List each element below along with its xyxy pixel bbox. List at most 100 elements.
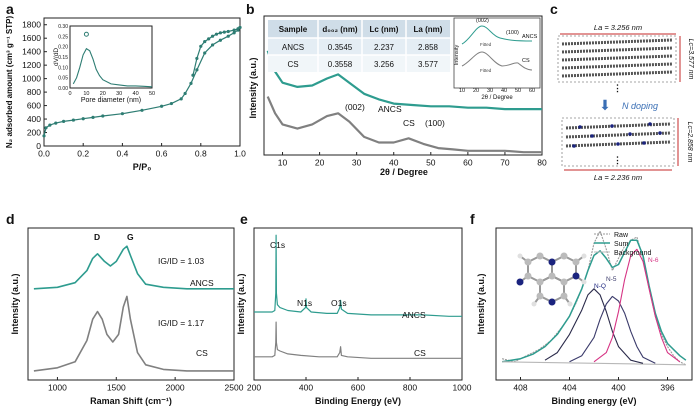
b-x-tick-label: 80 (537, 158, 547, 168)
panel-e-label: e (240, 211, 248, 227)
panel-c-top-box (557, 35, 677, 83)
panel-b-xlabel: 2θ / Degree (380, 167, 428, 177)
a-data-point (91, 115, 95, 119)
legend-label-raw: Raw (614, 232, 629, 239)
panel-b-inset-frame (453, 17, 541, 89)
f-x-tick-label: 404 (562, 383, 576, 393)
a-data-point (218, 38, 222, 42)
panel-c: c La = 3.256 nm ⋮ Lc=3.577 nm ⬇ N doping… (550, 1, 694, 182)
a-data-point (81, 117, 85, 121)
a-data-point (179, 97, 183, 101)
inset-label: (002) (476, 18, 489, 24)
f-series-n-5 (569, 295, 656, 364)
b-series-ancs (266, 50, 542, 111)
a-data-point (222, 30, 226, 34)
panel-f: f 408 404 400 396 Binding energy (eV) Inten… (470, 211, 693, 406)
panel-d-xlabel: Raman Shift (cm⁻¹) (90, 396, 172, 406)
table-row-bg (268, 38, 450, 55)
a-inset-line (72, 47, 153, 88)
panel-a-plot-frame (43, 17, 241, 147)
panel-f-plot-frame (495, 227, 693, 381)
table-cell: CS (287, 60, 298, 69)
panel-e: e 200 400 600 800 1000 Binding Energy (eV) I… (236, 211, 472, 406)
panel-b-x-ticks: 10 20 30 40 50 60 70 80 (278, 152, 547, 168)
panel-c-doping-label: N doping (622, 101, 658, 111)
b-inset-x-tick-label: 30 (487, 88, 493, 94)
panel-e-peak-c1s: C1s (270, 240, 285, 250)
a-data-point (140, 108, 144, 112)
panel-a-inset-ylabel: dV/dD (53, 48, 60, 66)
a-data-point (203, 51, 207, 55)
panel-b-inset-x-ticks: 10 20 30 40 50 60 (459, 88, 535, 94)
panel-a-series (42, 25, 242, 138)
a-data-point (71, 118, 75, 122)
panel-a-label: a (6, 1, 14, 17)
f-series-n-6 (593, 248, 681, 363)
b-x-tick-label: 30 (352, 158, 362, 168)
a-x-tick-label: 0.8 (195, 149, 207, 159)
a-inset-y-tick-label: 0.10 (58, 65, 68, 71)
a-data-point (218, 31, 222, 35)
a-data-point (210, 43, 215, 47)
a-data-point (44, 126, 48, 130)
d-x-tick-label: 2500 (225, 383, 244, 393)
a-inset-x-tick-label: 40 (133, 91, 139, 97)
table-header-cell: Lc (nm) (370, 25, 399, 34)
inset-label: Fitted (480, 42, 492, 47)
a-data-point (199, 44, 203, 48)
panel-c-dots: ⋮ (613, 83, 622, 93)
panel-f-x-ticks: 408 404 400 396 (513, 377, 675, 393)
e-series-ancs (254, 234, 462, 317)
panel-d-band-d: D (94, 232, 100, 242)
a-x-tick-label: 0.0 (38, 149, 50, 159)
panel-f-series (501, 230, 687, 366)
table-header-cell: La (nm) (414, 25, 443, 34)
a-y-tick-label: 200 (27, 128, 41, 138)
a-data-point (54, 121, 58, 125)
b-inset-x-tick-label: 60 (529, 88, 535, 94)
panel-f-xlabel: Binding energy (eV) (551, 396, 636, 406)
a-data-point (207, 37, 211, 41)
a-data-point (62, 119, 66, 124)
b-inset-x-tick-label: 40 (501, 88, 507, 94)
f-series-sum (501, 239, 687, 363)
table-header-cell: d₀₀₂ (nm) (322, 25, 358, 34)
panel-b-label: b (246, 1, 255, 17)
panel-b-inset-xlabel: 2θ / Degree (481, 95, 513, 101)
panel-b-series-cs-label: CS (403, 118, 415, 128)
panel-c-bottom-layers (565, 122, 671, 148)
panel-d-ylabel: Intensity (a.u.) (10, 273, 20, 334)
a-y-tick-label: 800 (27, 87, 41, 97)
b-x-tick-label: 50 (426, 158, 436, 168)
b-inset-x-tick-label: 20 (473, 88, 479, 94)
f-x-tick-label: 400 (611, 383, 625, 393)
panel-b-table: Sample d₀₀₂ (nm) Lc (nm) La (nm) ANCS 0.… (268, 20, 450, 72)
panel-c-bottom-box (561, 117, 675, 167)
d-series-cs (33, 295, 234, 372)
f-series-raw (501, 230, 687, 366)
panel-d-series-cs-label: CS (196, 348, 208, 358)
table-header-bg (268, 20, 450, 38)
table-cell: 2.858 (418, 43, 439, 52)
panel-c-top-la: La = 3.256 nm (594, 23, 642, 32)
panel-d-plot-frame (27, 227, 235, 381)
inset-label: CS (522, 58, 530, 64)
d-x-tick-label: 2000 (166, 383, 185, 393)
panel-d: d 1000 1500 2000 2500 Raman Shift (cm⁻¹) In… (6, 211, 244, 406)
a-data-point (42, 134, 46, 138)
a-data-point (48, 123, 52, 127)
inset-cs-curve (461, 51, 533, 71)
a-y-tick-label: 400 (27, 114, 41, 124)
a-inset-y-tick-label: 0.20 (58, 45, 68, 51)
panel-d-label: d (6, 211, 15, 227)
a-data-point (232, 31, 236, 35)
a-x-tick-label: 0.2 (77, 149, 89, 159)
a-inset-x-tick-label: 10 (83, 91, 89, 97)
panel-a-y-ticks: 0 200 400 600 800 1000 1200 1400 1600 1800 (22, 20, 47, 151)
d-x-tick-label: 1500 (107, 383, 126, 393)
a-inset-y-tick-label: 0.15 (58, 55, 68, 61)
a-x-tick-label: 0.4 (116, 149, 128, 159)
panel-d-series (33, 245, 234, 372)
a-inset-y-tick-label: 0.00 (58, 86, 68, 92)
panel-a-inset-frame (69, 25, 153, 89)
